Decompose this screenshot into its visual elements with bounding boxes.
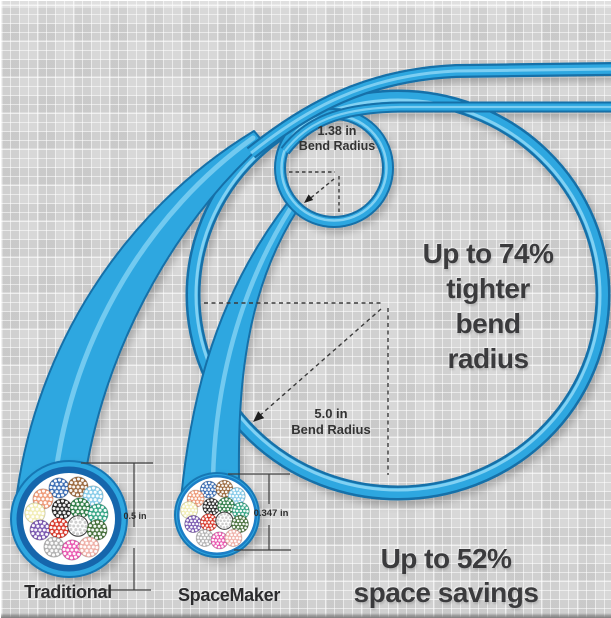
fiber-bundle-purple bbox=[184, 515, 203, 534]
fiber-bundle-yellow bbox=[180, 501, 199, 520]
big-loop-arrowhead-icon bbox=[253, 411, 265, 422]
fiber-bundle-white bbox=[215, 511, 234, 530]
fiber-bundle-white bbox=[67, 515, 89, 537]
bottom-edge-shadow bbox=[1, 613, 611, 618]
traditional-exit-cable bbox=[246, 62, 611, 159]
spacemaker-cross-section bbox=[174, 472, 260, 558]
headline52-line2: space savings bbox=[353, 577, 539, 608]
annotations-group bbox=[81, 171, 389, 591]
spacemaker-cable-name: SpaceMaker bbox=[177, 585, 281, 605]
traditional-cross-section bbox=[10, 460, 128, 578]
small-loop-caption: Bend Radius bbox=[298, 139, 376, 153]
fiber-bundle-gray bbox=[43, 536, 65, 558]
traditional-cable-name: Traditional bbox=[24, 582, 112, 602]
small-loop-arrowhead-icon bbox=[304, 194, 314, 203]
small-loop-label: 1.38 in Bend Radius bbox=[277, 124, 397, 154]
headline-space-savings: Up to 52% space savings bbox=[326, 542, 566, 610]
traditional-diameter-label: 0.5 in bbox=[123, 511, 147, 521]
headline74-line1: Up to 74% bbox=[422, 238, 554, 269]
headline74-line2: tighter bbox=[446, 273, 530, 304]
fiber-bundle-blue bbox=[199, 480, 218, 499]
fiber-bundle-green bbox=[69, 497, 91, 519]
big-loop-radius-callout bbox=[204, 302, 389, 475]
fiber-bundle-rose bbox=[224, 528, 243, 547]
small-loop-value: 1.38 in bbox=[317, 124, 357, 138]
fiber-bundle-red bbox=[48, 517, 70, 539]
headline74-line4: radius bbox=[447, 343, 529, 374]
spacemaker-exit-cable bbox=[280, 101, 611, 155]
fiber-bundle-yellow bbox=[24, 502, 46, 524]
fiber-bundle-rose bbox=[78, 536, 100, 558]
traditional-big-loop bbox=[185, 89, 611, 501]
traditional-cable-body bbox=[16, 130, 265, 494]
top-edge-highlight bbox=[1, 1, 611, 8]
fiber-bundle-brown bbox=[67, 476, 89, 498]
fiber-bundle-blue bbox=[48, 477, 70, 499]
headline-tighter-bend-radius: Up to 74% tighter bend radius bbox=[378, 236, 598, 376]
headline74-line3: bend bbox=[455, 308, 521, 339]
fiber-bundle-olive bbox=[230, 515, 249, 534]
spacemaker-diameter-bracket bbox=[228, 473, 291, 551]
fiber-bundle-gray bbox=[195, 528, 214, 547]
big-loop-label: 5.0 in Bend Radius bbox=[266, 406, 396, 437]
big-loop-value: 5.0 in bbox=[314, 406, 348, 421]
fiber-bundle-red bbox=[199, 513, 218, 532]
fiber-bundle-olive bbox=[86, 519, 108, 541]
small-loop-radius-callout bbox=[289, 171, 340, 213]
traditional-diameter-bracket bbox=[81, 462, 153, 591]
cables-group bbox=[16, 62, 611, 501]
fiber-bundle-teal bbox=[87, 503, 109, 525]
headline52-line1: Up to 52% bbox=[380, 543, 512, 574]
fiber-bundle-black bbox=[51, 498, 73, 520]
big-loop-caption: Bend Radius bbox=[291, 421, 371, 437]
fiber-bundle-purple bbox=[29, 519, 51, 541]
spacemaker-diameter-label: 0.347 in bbox=[253, 508, 289, 519]
